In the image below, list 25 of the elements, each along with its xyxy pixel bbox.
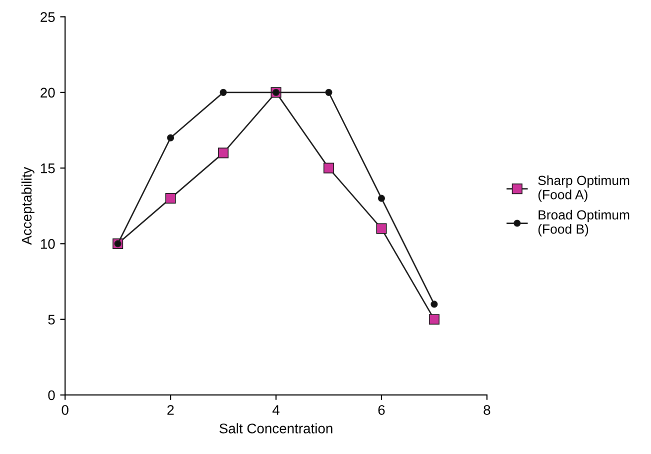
- y-tick-label: 10: [40, 239, 55, 249]
- point: [218, 148, 229, 158]
- y-tick-label: 0: [48, 390, 55, 400]
- point: [165, 193, 176, 204]
- legend-label: Sharp Optimum (Food A): [538, 175, 630, 202]
- x-tick-label: 4: [272, 405, 280, 415]
- point: [430, 300, 438, 308]
- point: [323, 162, 334, 174]
- y-tick-label: 20: [40, 88, 55, 98]
- x-tick-label: 2: [167, 405, 174, 415]
- x-tick-label: 8: [484, 405, 490, 415]
- x-tick-label: 0: [62, 405, 68, 415]
- y-tick-label: 25: [40, 12, 55, 22]
- point: [378, 194, 386, 202]
- point: [376, 223, 387, 234]
- y-tick-label: 5: [48, 314, 55, 325]
- legend-label: Broad Optimum (Food B): [538, 210, 630, 236]
- point: [428, 314, 440, 325]
- y-axis-title: Acceptability: [21, 166, 34, 245]
- x-tick-label: 6: [378, 405, 385, 415]
- point: [220, 88, 227, 96]
- x-axis-title: Salt Concentration: [220, 423, 332, 434]
- y-tick-label: 15: [40, 164, 55, 174]
- point: [167, 134, 174, 142]
- point: [325, 88, 332, 96]
